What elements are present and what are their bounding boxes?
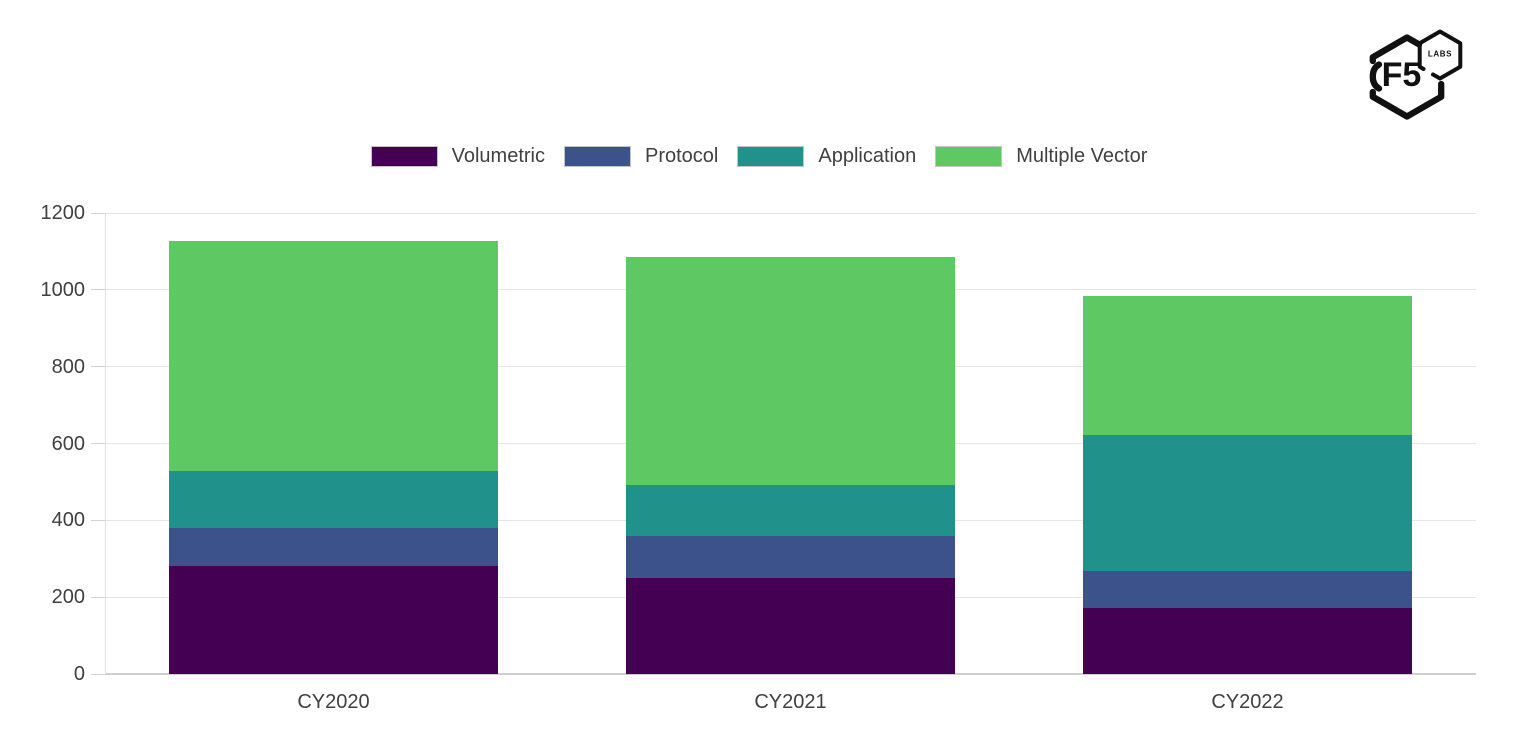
bar-segment-cy2020-application[interactable] <box>169 471 498 528</box>
legend-label: Protocol <box>644 144 719 167</box>
y-axis-line <box>105 213 106 674</box>
y-tick-0 <box>91 673 105 675</box>
y-tick-800 <box>91 366 105 368</box>
bar-segment-cy2020-volumetric[interactable] <box>169 566 498 674</box>
legend-label: Multiple Vector <box>1016 144 1148 167</box>
labs-hexagon-icon <box>1417 29 1463 81</box>
y-tick-1200 <box>91 212 105 214</box>
legend-swatch-icon <box>370 145 438 167</box>
bar-segment-cy2022-multiple-vector[interactable] <box>1083 295 1412 436</box>
y-axis-label: 600 <box>51 432 85 455</box>
y-tick-400 <box>91 519 105 521</box>
y-axis-label: 200 <box>51 586 85 609</box>
bar-segment-cy2021-protocol[interactable] <box>626 535 955 578</box>
legend-swatch-icon <box>563 145 631 167</box>
legend-label: Volumetric <box>451 144 545 167</box>
bar-segment-cy2021-application[interactable] <box>626 484 955 536</box>
legend-label: Application <box>818 144 917 167</box>
y-axis-label: 800 <box>51 355 85 378</box>
bar-segment-cy2022-application[interactable] <box>1083 435 1412 572</box>
gridline-0 <box>105 673 1476 675</box>
bar-segment-cy2020-multiple-vector[interactable] <box>169 241 498 472</box>
legend-swatch-icon <box>935 145 1003 167</box>
f5-hexagon-icon <box>1369 34 1445 120</box>
f5-labs-logo: F5 LABS <box>1369 29 1463 120</box>
logo-brand-text: F5 <box>1382 56 1422 94</box>
bar-segment-cy2022-volumetric[interactable] <box>1083 608 1412 674</box>
bar-segment-cy2021-multiple-vector[interactable] <box>626 256 955 485</box>
chart-legend: Volumetric Protocol Application Multiple Ve… <box>0 144 1518 168</box>
legend-item-application[interactable]: Application <box>737 145 916 168</box>
legend-item-volumetric[interactable]: Volumetric <box>370 144 545 168</box>
y-tick-1000 <box>91 289 105 291</box>
x-axis-label-cy2021: CY2021 <box>754 691 827 713</box>
plot-area: 0 200 400 600 800 1000 1200 CY2020 CY2021 CY2022 <box>41 202 1476 713</box>
y-tick-600 <box>91 443 105 444</box>
y-axis-label: 1200 <box>40 202 86 224</box>
legend-item-multiple-vector[interactable]: Multiple Vector <box>935 145 1147 168</box>
y-axis-label: 1000 <box>40 278 86 301</box>
logo-sub-text: LABS <box>1428 50 1452 59</box>
bar-segment-cy2021-volumetric[interactable] <box>626 577 955 674</box>
y-axis-label: 0 <box>73 663 85 685</box>
x-axis-label-cy2022: CY2022 <box>1211 691 1284 713</box>
legend-item-protocol[interactable]: Protocol <box>563 144 719 168</box>
gridline-1200 <box>105 212 1476 214</box>
bar-segment-cy2022-protocol[interactable] <box>1083 571 1412 609</box>
x-axis-label-cy2020: CY2020 <box>297 691 370 713</box>
y-tick-200 <box>91 596 105 598</box>
legend-swatch-icon <box>737 145 805 167</box>
y-axis-label: 400 <box>51 509 85 532</box>
bar-segment-cy2020-protocol[interactable] <box>169 527 498 567</box>
